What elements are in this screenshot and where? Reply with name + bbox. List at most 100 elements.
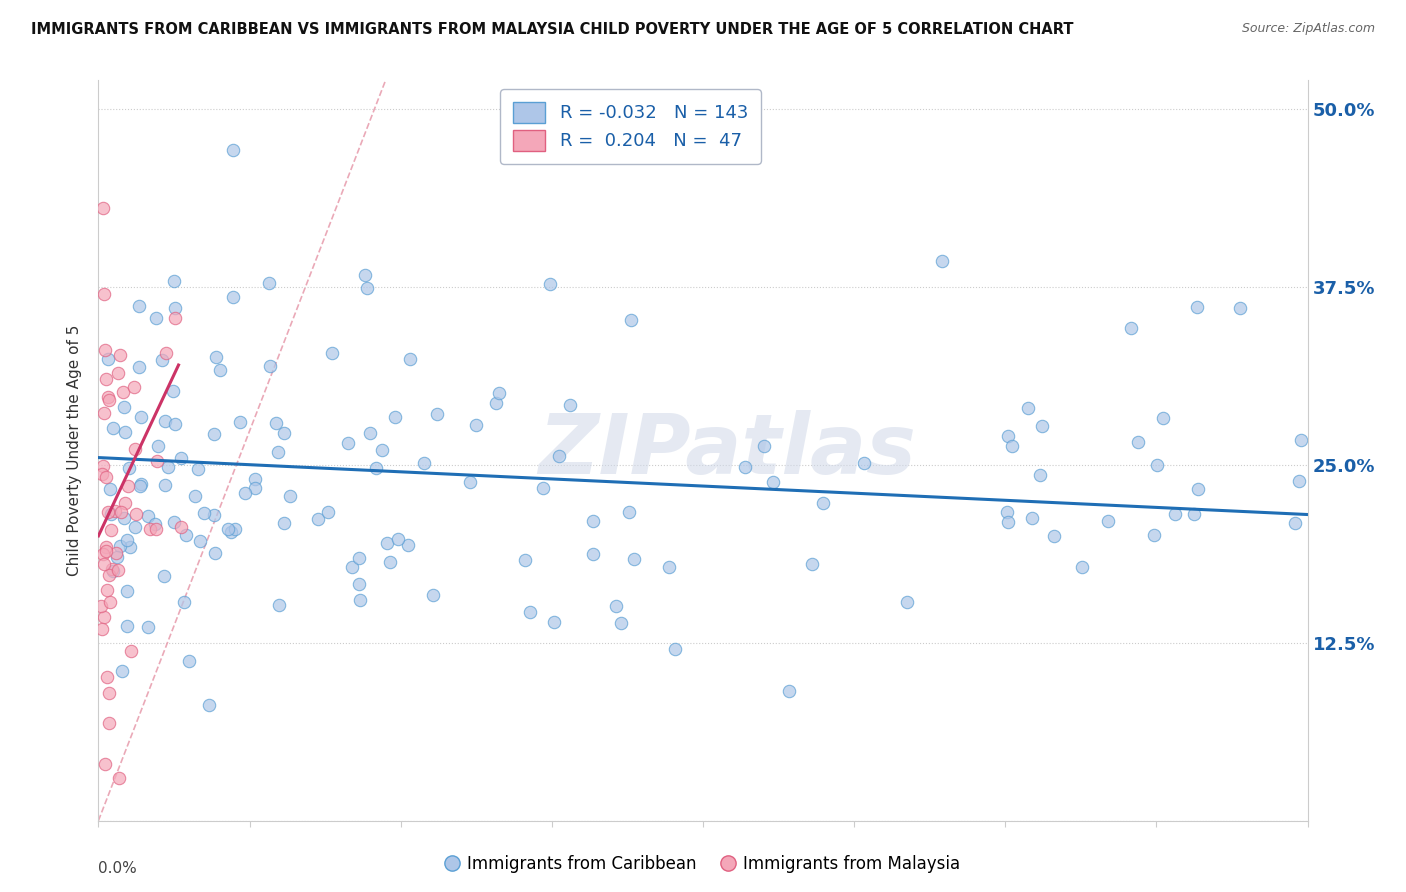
Point [101, 421, 124, 435]
Point [98, 567, 121, 582]
Point [112, 511, 135, 525]
Point [108, 349, 131, 363]
Point [519, 606, 541, 620]
Point [582, 547, 605, 561]
Point [98, 686, 121, 700]
Point [219, 524, 242, 539]
Point [97, 393, 120, 408]
Point [1288, 474, 1310, 488]
Point [98, 482, 121, 496]
Point [125, 508, 148, 522]
Point [316, 506, 339, 520]
Point [229, 415, 252, 429]
Point [224, 522, 246, 536]
Point [538, 277, 561, 292]
Point [1164, 508, 1187, 522]
Point [426, 407, 449, 421]
Point [664, 642, 686, 657]
Point [1152, 410, 1174, 425]
Point [93, 406, 115, 420]
Point [1029, 467, 1052, 482]
Point [202, 426, 225, 441]
Point [97, 390, 120, 404]
Point [96, 470, 118, 484]
Point [163, 515, 186, 529]
Point [422, 588, 444, 602]
Point [1021, 511, 1043, 525]
Text: 0.0%: 0.0% [98, 862, 138, 876]
Point [96, 670, 118, 684]
Point [118, 540, 141, 554]
Point [170, 520, 193, 534]
Point [110, 505, 132, 519]
Point [114, 425, 136, 439]
Point [153, 568, 176, 582]
Point [623, 552, 645, 566]
Point [931, 253, 953, 268]
Point [896, 595, 918, 609]
Point [458, 475, 481, 489]
Point [97, 351, 120, 366]
Point [257, 277, 280, 291]
Point [1043, 529, 1066, 543]
Point [387, 533, 409, 547]
Point [465, 418, 488, 433]
Point [413, 456, 436, 470]
Point [378, 555, 401, 569]
Point [273, 425, 295, 440]
Point [129, 478, 152, 492]
Point [96, 582, 118, 597]
Point [1185, 300, 1208, 314]
Point [1284, 516, 1306, 530]
Point [997, 429, 1019, 443]
Point [269, 598, 291, 612]
Point [1071, 559, 1094, 574]
Point [91, 202, 114, 216]
Point [97, 505, 120, 519]
Point [187, 462, 209, 476]
Point [222, 143, 245, 157]
Point [93, 609, 115, 624]
Point [222, 290, 245, 304]
Point [136, 620, 159, 634]
Point [153, 413, 176, 427]
Point [273, 516, 295, 530]
Point [1143, 528, 1166, 542]
Point [336, 435, 359, 450]
Point [209, 363, 232, 377]
Point [620, 312, 643, 326]
Point [245, 473, 267, 487]
Point [853, 456, 876, 470]
Point [370, 442, 392, 457]
Point [111, 384, 134, 399]
Point [560, 398, 582, 412]
Point [278, 489, 301, 503]
Point [93, 459, 115, 474]
Point [124, 442, 146, 456]
Point [267, 445, 290, 459]
Point [1017, 401, 1039, 416]
Point [163, 310, 186, 325]
Point [734, 459, 756, 474]
Point [353, 268, 375, 282]
Point [1146, 458, 1168, 472]
Point [202, 508, 225, 522]
Point [204, 546, 226, 560]
Text: ZIPatlas: ZIPatlas [538, 410, 917, 491]
Point [105, 546, 128, 560]
Point [243, 481, 266, 495]
Point [162, 384, 184, 398]
Point [488, 385, 510, 400]
Point [165, 301, 187, 315]
Point [610, 616, 633, 631]
Point [485, 396, 508, 410]
Legend: Immigrants from Caribbean, Immigrants from Malaysia: Immigrants from Caribbean, Immigrants fr… [439, 848, 967, 880]
Point [94, 756, 117, 771]
Point [93, 286, 115, 301]
Point [100, 523, 122, 537]
Point [150, 353, 173, 368]
Point [91, 467, 114, 481]
Point [811, 496, 834, 510]
Text: IMMIGRANTS FROM CARIBBEAN VS IMMIGRANTS FROM MALAYSIA CHILD POVERTY UNDER THE AG: IMMIGRANTS FROM CARIBBEAN VS IMMIGRANTS … [31, 22, 1073, 37]
Point [163, 417, 186, 431]
